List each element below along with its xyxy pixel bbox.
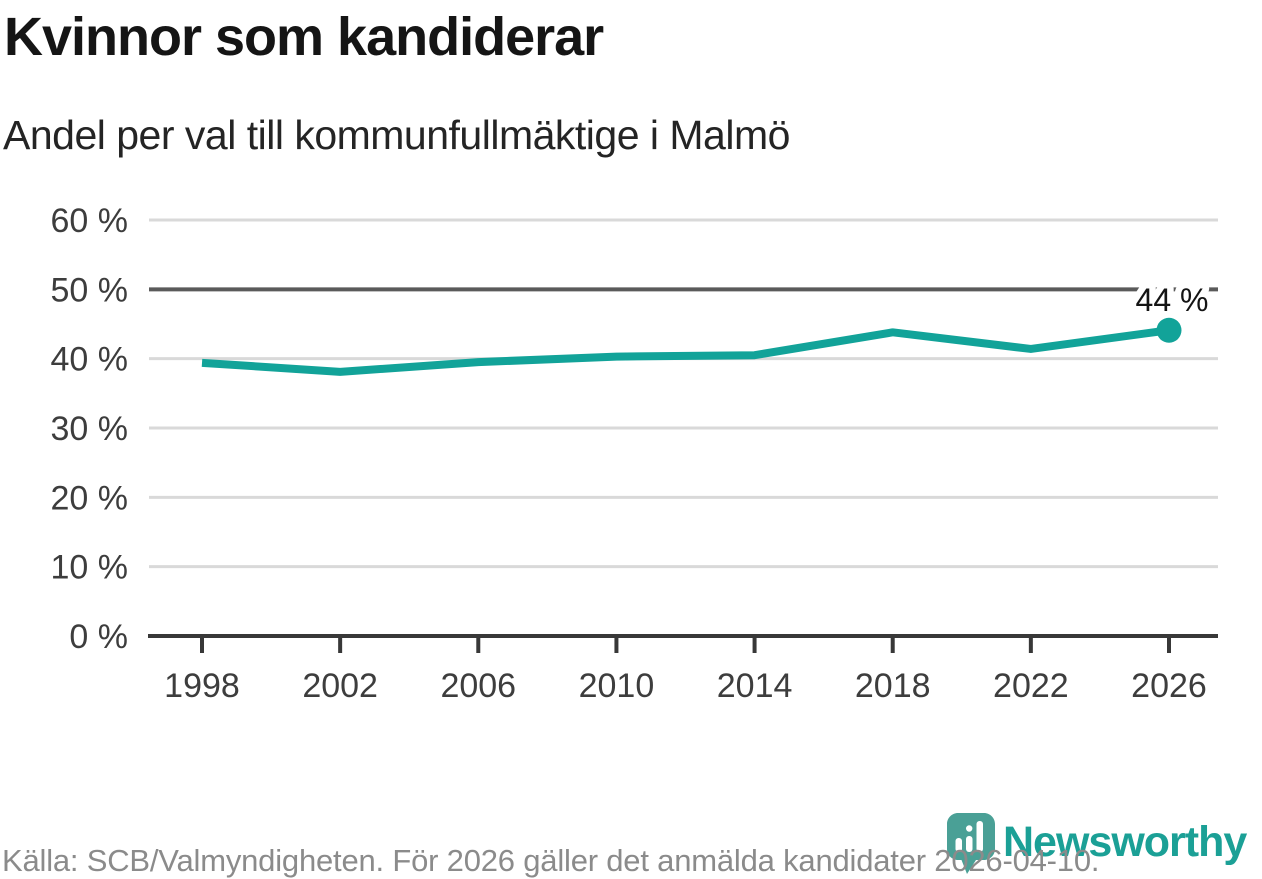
y-axis-tick-label: 10 % — [51, 549, 129, 587]
end-point-label: 44 % — [1136, 282, 1209, 318]
page-title: Kvinnor som kandiderar — [4, 7, 604, 67]
chart-subtitle: Andel per val till kommunfullmäktige i M… — [3, 112, 790, 158]
x-axis-tick-label: 1998 — [164, 667, 240, 705]
x-axis-tick-label: 2006 — [440, 667, 516, 705]
badge-bar-tall — [976, 821, 983, 852]
badge-bar-short — [955, 838, 962, 852]
x-axis-tick-label: 2014 — [717, 667, 793, 705]
newsworthy-wordmark: Newsworthy — [1003, 818, 1247, 866]
y-axis-tick-label: 20 % — [51, 479, 129, 517]
badge-dot — [966, 825, 973, 832]
source-note: Källa: SCB/Valmyndigheten. För 2026 gäll… — [2, 843, 1100, 878]
y-axis-tick-label: 40 % — [51, 341, 129, 379]
badge-bar-medium — [966, 836, 973, 852]
y-axis-tick-label: 60 % — [51, 202, 129, 240]
y-axis-tick-label: 50 % — [51, 271, 129, 309]
y-axis-tick-label: 0 % — [69, 618, 128, 656]
x-axis-tick-label: 2002 — [302, 667, 378, 705]
x-axis-tick-label: 2022 — [993, 667, 1069, 705]
newsworthy-logo-link[interactable]: Newsworthy — [946, 812, 1262, 878]
x-axis-tick-label: 2018 — [855, 667, 931, 705]
x-axis-tick-label: 2026 — [1131, 667, 1207, 705]
series-line — [201, 326, 1170, 376]
y-axis-tick-label: 30 % — [51, 410, 129, 448]
newsworthy-badge-icon — [947, 813, 995, 874]
end-point-marker — [1156, 317, 1182, 343]
x-axis-tick-label: 2010 — [579, 667, 655, 705]
